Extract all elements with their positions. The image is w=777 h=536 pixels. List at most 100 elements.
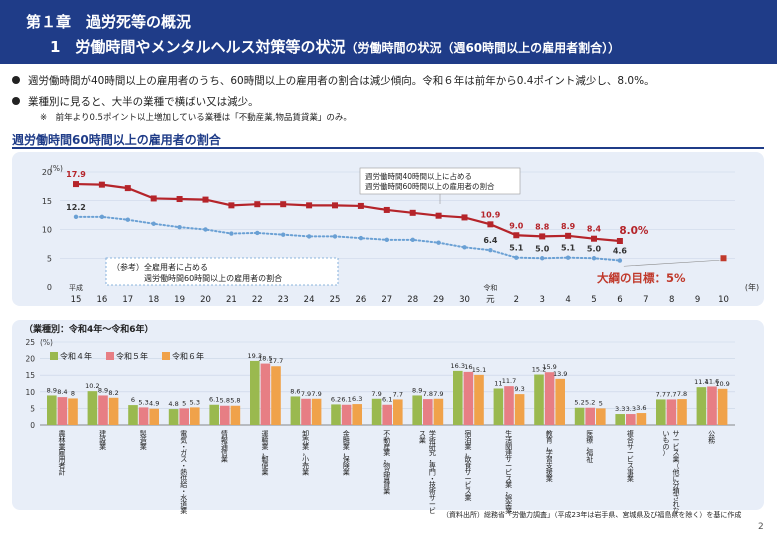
bar-r4 [331, 404, 341, 425]
bar-value-label: 4.9 [149, 400, 159, 408]
bar-category-label-char: 貸 [383, 480, 390, 489]
bar-category-label-char: 祉 [586, 455, 593, 464]
all-employees-series-point [125, 217, 130, 222]
x-tick-label: 17 [122, 295, 133, 305]
x-tick-label: 10 [718, 295, 729, 305]
bar-category-label-char: 雇 [59, 448, 66, 457]
chart-section-title: 週労働時間60時間以上の雇用者の割合 [12, 133, 221, 147]
all-employees-series-point [177, 225, 182, 230]
bar-category-label-char: 関 [505, 443, 512, 451]
all-employees-series-point [229, 231, 234, 236]
all-employees-series-point [358, 235, 364, 241]
bar-category-label-char: 業 [59, 442, 66, 451]
bar-category-label-char: ー [673, 436, 680, 444]
bar-category-label-char: 報 [221, 436, 228, 444]
bar-value-label: 10.9 [715, 380, 729, 388]
bar-r4 [574, 407, 585, 425]
y-tick-label: 10 [42, 226, 52, 235]
bar-category-label-char: 信 [221, 448, 228, 457]
bar-value-label: 8.9 [47, 386, 57, 394]
bar-category-label-char: 類 [673, 487, 680, 496]
bar-category-label-char: 電 [180, 430, 187, 438]
bar-category-label-char: ビ [465, 480, 472, 489]
x-tick-label: 16 [96, 295, 107, 305]
x-tick-label: 7 [643, 295, 648, 305]
bar-value-label: 8.2 [108, 389, 118, 397]
bar-category-label-char: ， [262, 449, 269, 457]
bar-value-label: 9.3 [514, 385, 524, 393]
over40h-series-point [409, 209, 416, 216]
all-employees-series-point [462, 245, 467, 250]
bar-value-label: 15.1 [472, 366, 486, 374]
bar-category-label-char: ー [465, 475, 472, 483]
bar-category-label-char: 業 [465, 442, 472, 451]
bar-category-label-char: 業 [419, 435, 426, 444]
bar-category-label-char: 業 [343, 442, 350, 451]
all-employees-series-point [99, 214, 105, 220]
bar-category-label-char: 業 [505, 506, 512, 515]
over40h-series-point [332, 202, 338, 209]
y-tick-label: 0 [47, 283, 52, 292]
bar-category-label-char: 供 [180, 474, 187, 483]
bar-value-label: 7.7 [393, 390, 403, 398]
source-note: （資料出所）総務省「労働力調査」（平成23年は岩手県、宮城県及び福島県を除く）を… [442, 511, 742, 519]
bar-r4 [47, 395, 57, 425]
bar-category-label-char: 業 [302, 442, 309, 451]
bar-y-tick-label: 20 [25, 355, 35, 364]
bar-category-label-char: 福 [586, 448, 593, 457]
era-label: 平成 [69, 283, 83, 292]
all-employees-series-point [617, 258, 623, 263]
bar-category-label-char: サ [627, 443, 634, 451]
bar-r4 [453, 370, 463, 425]
bar-r4 [250, 360, 260, 425]
bar-category-label-char: ス [465, 488, 472, 496]
bar-category-label-char: 品 [383, 468, 390, 476]
all-employees-series-point [410, 237, 415, 243]
bar-category-label-char: 業 [262, 467, 269, 476]
bar-r5 [707, 386, 717, 425]
bar-category-label-char: 業 [221, 455, 228, 464]
bar-r4 [493, 388, 504, 425]
x-tick-label: 19 [174, 295, 185, 305]
bullet-1: 週労働時間が40時間以上の雇用者のうち、60時間以上の雇用者の割合は減少傾向。令… [12, 73, 655, 88]
target-label: 大綱の目標：5% [597, 271, 686, 285]
bar-category-label-char: 術 [429, 435, 436, 444]
bar-value-label: 16.3 [451, 362, 465, 370]
bar-category-label-char: 計 [59, 467, 66, 476]
bar-category-label-char: 連 [505, 448, 512, 457]
bar-category-label-char: ・ [180, 443, 187, 451]
bullet-dot [12, 76, 20, 84]
over40h-series-data-label: 9.0 [509, 221, 524, 230]
bar-value-label: 5.2 [585, 399, 595, 407]
over40h-series-point [280, 201, 287, 208]
bar-category-label-char: サ [673, 430, 680, 438]
bar-r4 [412, 395, 422, 425]
bullet-2-text: 業種別に見ると、大半の業種で横ばい又は減少。 [28, 96, 259, 108]
bar-r5 [423, 399, 433, 425]
bar-category-label-char: の [663, 443, 670, 451]
bar-y-axis-unit: (%) [40, 338, 53, 347]
bar-value-label: 8.6 [290, 387, 300, 395]
x-tick-label: 25 [330, 295, 341, 305]
bar-category-label-char: 売 [302, 435, 309, 444]
bar-category-label-char: 事 [627, 467, 634, 476]
bar-r4 [615, 414, 625, 425]
bar-y-tick-label: 5 [30, 404, 35, 413]
bar-category-label-char: 教 [546, 429, 553, 438]
bar-r6 [108, 397, 119, 425]
bar-value-label: 11.6 [705, 377, 719, 385]
bar-category-label-char: ビ [429, 506, 436, 515]
bar-category-label-char: 運 [262, 429, 269, 438]
bar-category-label-char: 情 [221, 429, 228, 438]
all-employees-series-point [281, 232, 286, 237]
x-tick-label: 15 [71, 295, 82, 305]
bar-category-label-char: ス [419, 430, 426, 438]
section-underline [12, 147, 764, 149]
era-label: 令和 [483, 283, 497, 292]
all-employees-series-point [436, 240, 441, 245]
bar-r5 [463, 371, 474, 425]
over40h-series-point [513, 232, 520, 239]
all-employees-series-data-label: 12.2 [66, 203, 86, 212]
bar-category-label-char: ビ [673, 442, 680, 451]
